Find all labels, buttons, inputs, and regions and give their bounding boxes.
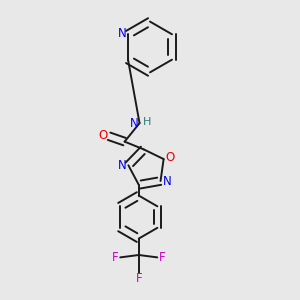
Text: N: N xyxy=(117,159,126,172)
Text: N: N xyxy=(163,176,172,188)
Text: N: N xyxy=(130,117,139,130)
Text: H: H xyxy=(143,117,151,127)
Text: O: O xyxy=(165,151,174,164)
Text: F: F xyxy=(136,272,142,285)
Text: N: N xyxy=(118,27,127,40)
Text: F: F xyxy=(112,251,118,264)
Text: O: O xyxy=(98,129,108,142)
Text: F: F xyxy=(159,251,166,264)
